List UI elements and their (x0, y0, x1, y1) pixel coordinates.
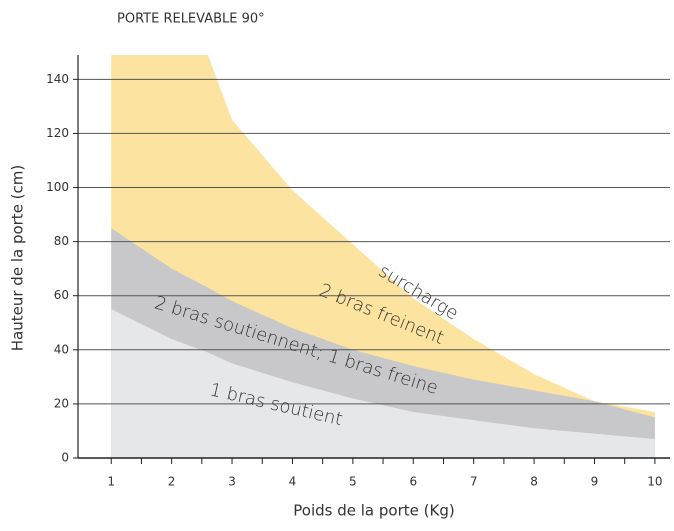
x-tick-label: 10 (647, 475, 662, 489)
y-tick-label: 140 (46, 72, 69, 86)
y-tick-label: 20 (54, 396, 69, 410)
x-tick-label: 1 (107, 475, 115, 489)
x-tick-label: 3 (228, 475, 236, 489)
x-tick-label: 2 (168, 475, 176, 489)
y-tick-label: 60 (54, 288, 69, 302)
y-axis-label: Hauteur de la porte (cm) (9, 165, 27, 351)
x-axis-label: Poids de la porte (Kg) (293, 502, 454, 520)
y-tick-label: 100 (46, 180, 69, 194)
area (111, 309, 655, 458)
y-tick-label: 40 (54, 342, 69, 356)
x-tick-label: 8 (530, 475, 538, 489)
y-tick-label: 80 (54, 234, 69, 248)
y-tick-label: 120 (46, 126, 69, 140)
x-tick-label: 5 (349, 475, 357, 489)
x-tick-label: 9 (591, 475, 599, 489)
x-tick-label: 4 (289, 475, 297, 489)
x-tick-label: 7 (470, 475, 478, 489)
chart-title: PORTE RELEVABLE 90° (117, 12, 265, 27)
x-tick-label: 6 (409, 475, 417, 489)
y-tick-label: 0 (61, 451, 69, 465)
